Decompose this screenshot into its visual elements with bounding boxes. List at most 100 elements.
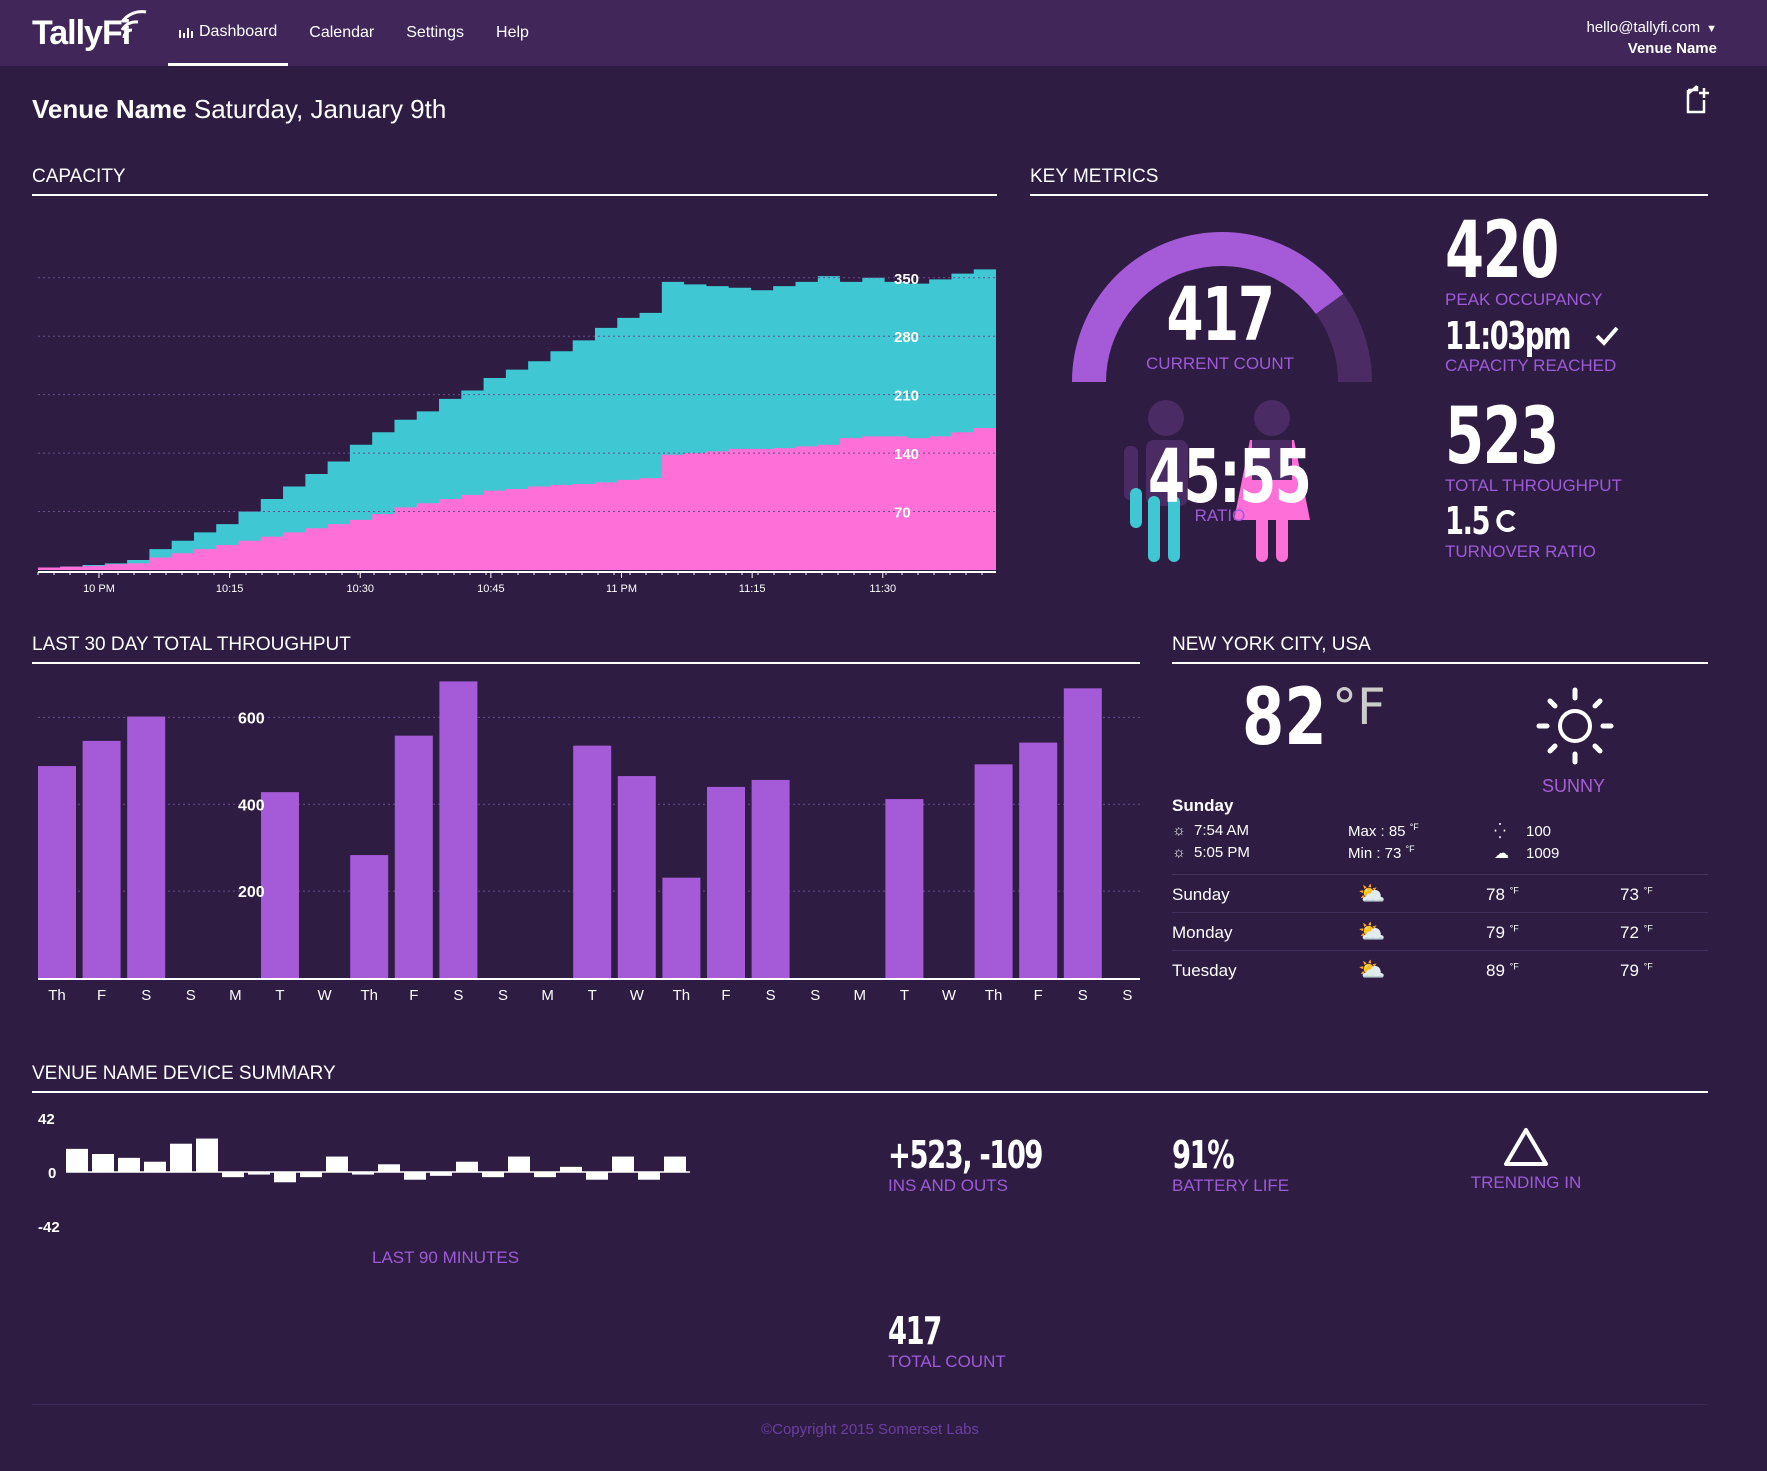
device-bar [274, 1172, 296, 1183]
trending-triangle-icon [1504, 1128, 1548, 1166]
ins-outs-label: INS AND OUTS [888, 1176, 1008, 1195]
export-file-icon[interactable] [1684, 84, 1710, 114]
throughput-y-tick-label: 200 [238, 884, 265, 901]
device-bar [196, 1138, 218, 1172]
current-count: 417 CURRENT COUNT [1130, 278, 1310, 374]
ins-outs-value: +523, -109 [888, 1133, 1043, 1177]
throughput-bar [127, 716, 166, 978]
device-bar [534, 1172, 556, 1178]
capacity-y-tick-label: 210 [894, 388, 919, 405]
forecast-row: Sunday ⛅ 78 °F 73 °F [1172, 874, 1708, 912]
throughput-x-label: F [721, 987, 730, 1002]
throughput-heading: LAST 30 DAY TOTAL THROUGHPUT [32, 634, 1140, 664]
forecast-day: Sunday [1172, 885, 1230, 904]
turnover-ratio: 1.5 TURNOVER RATIO [1445, 500, 1596, 562]
current-count-gauge [1072, 232, 1372, 382]
weather-heading: NEW YORK CITY, USA [1172, 634, 1708, 664]
throughput-x-label: S [141, 987, 151, 1002]
gauge-fill [1072, 232, 1344, 382]
device-bar [66, 1148, 88, 1172]
min-temp-value: Min : 73 [1348, 845, 1402, 862]
device-summary-heading: VENUE NAME DEVICE SUMMARY [32, 1063, 1708, 1093]
page-title-venue: Venue Name [32, 94, 187, 124]
humidity: ⁛ 100 [1494, 822, 1551, 840]
top-navigation-bar: TallyFi Dashboard Calendar Settings Help… [0, 0, 1767, 66]
device-y-tick-label: 42 [38, 1111, 55, 1128]
throughput-x-label: S [186, 987, 196, 1002]
throughput-bar [261, 792, 299, 978]
device-bar [482, 1172, 504, 1178]
partly-cloudy-icon: ⛅ [1358, 881, 1386, 906]
sunset-time: 5:05 PM [1194, 844, 1250, 861]
user-email: hello@tallyfi.com [1586, 19, 1701, 36]
forecast-row: Monday ⛅ 79 °F 72 °F [1172, 912, 1708, 950]
male-figure-icon [1124, 400, 1188, 562]
nav-dashboard[interactable]: Dashboard [168, 0, 289, 66]
sunrise-row: ☼ 7:54 AM [1172, 822, 1249, 839]
temperature-value: 82 [1242, 673, 1327, 763]
sunset-row: ☼ 5:05 PM [1172, 844, 1250, 861]
device-bar [300, 1172, 322, 1178]
device-bar [612, 1156, 634, 1172]
page-title: Venue Name Saturday, January 9th [32, 94, 446, 125]
gender-ratio: 45:55 RATIO [1120, 440, 1320, 526]
device-bar [118, 1157, 140, 1172]
tallyfi-logo[interactable]: TallyFi [32, 10, 147, 53]
throughput-bar [439, 681, 478, 978]
capacity-x-tick-label: 10:45 [477, 583, 505, 595]
sunrise-time: 7:54 AM [1194, 822, 1250, 839]
gender-ratio-value: 45:55 [1148, 434, 1312, 520]
device-bar [170, 1143, 192, 1172]
throughput-bar [82, 740, 121, 978]
weather-condition: SUNNY [1542, 776, 1606, 796]
capacity-x-tick-label: 10:30 [346, 583, 374, 595]
throughput-x-label: Th [48, 987, 66, 1002]
throughput-y-tick-label: 400 [238, 797, 265, 814]
throughput-x-label: T [900, 987, 909, 1002]
throughput-x-label: Th [673, 987, 691, 1002]
key-metrics-heading: KEY METRICS [1030, 166, 1708, 196]
throughput-bar [573, 745, 612, 978]
forecast-high: 79 °F [1486, 923, 1519, 942]
total-count-label: TOTAL COUNT [888, 1352, 1006, 1371]
device-bar [404, 1172, 426, 1180]
nav-settings[interactable]: Settings [395, 0, 475, 66]
user-menu[interactable]: hello@tallyfi.com ▼ Venue Name [1587, 18, 1718, 58]
throughput-x-label: F [97, 987, 106, 1002]
nav-calendar-label: Calendar [309, 24, 375, 41]
peak-occupancy-value: 420 [1445, 206, 1559, 296]
trending-in: TRENDING IN [1456, 1126, 1596, 1193]
nav-calendar[interactable]: Calendar [298, 0, 385, 66]
partly-cloudy-icon: ⛅ [1358, 919, 1386, 944]
sunrise-icon: ☼ [1172, 822, 1186, 839]
device-bar [664, 1156, 686, 1172]
cloud-upload-icon: ☁ [1494, 845, 1509, 862]
capacity-x-tick-label: 11 PM [606, 583, 637, 595]
capacity-y-tick-label: 70 [894, 505, 911, 522]
turnover-cycle-icon [1496, 510, 1516, 532]
max-temp-unit: °F [1409, 822, 1419, 832]
checkmark-icon [1595, 326, 1619, 346]
max-temp: Max : 85 °F [1348, 822, 1419, 840]
device-bar [248, 1172, 270, 1175]
throughput-bar [751, 779, 790, 978]
min-temp: Min : 73 °F [1348, 844, 1415, 862]
ins-and-outs: +523, -109 INS AND OUTS [888, 1134, 1102, 1196]
capacity-reached: 11:03pm CAPACITY REACHED [1445, 316, 1619, 376]
last-90-minutes-label: LAST 90 MINUTES [372, 1248, 520, 1267]
throughput-x-label: M [229, 987, 242, 1002]
bar-chart-icon [179, 27, 193, 38]
nav-help[interactable]: Help [485, 0, 540, 66]
throughput-bar [394, 735, 433, 978]
pressure: ☁ 1009 [1494, 844, 1559, 862]
device-bar [378, 1164, 400, 1172]
device-bar [508, 1156, 530, 1172]
sunset-icon: ☼ [1172, 844, 1186, 861]
wifi-icon [120, 10, 147, 39]
throughput-x-label: S [766, 987, 776, 1002]
female-figure-icon [1234, 400, 1310, 562]
throughput-x-label: M [854, 987, 867, 1002]
device-y-tick-label: -42 [38, 1219, 60, 1236]
device-bar [92, 1154, 114, 1172]
peak-occupancy-label: PEAK OCCUPANCY [1445, 290, 1603, 309]
